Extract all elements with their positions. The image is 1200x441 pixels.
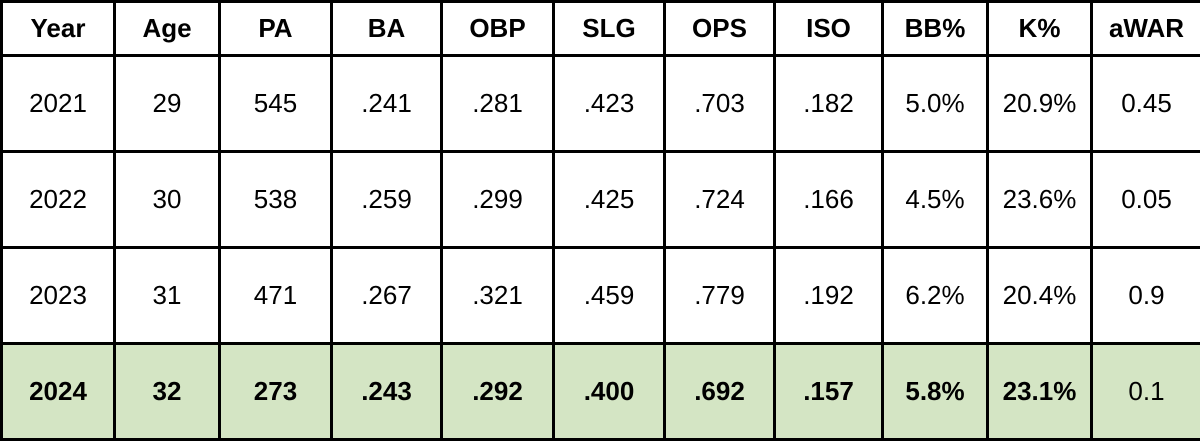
table-cell: .459 — [554, 248, 665, 344]
table-cell: .192 — [775, 248, 883, 344]
table-cell: 6.2% — [883, 248, 988, 344]
table-cell: .692 — [665, 344, 775, 440]
table-cell: 538 — [220, 152, 332, 248]
column-header: Year — [2, 2, 115, 56]
table-cell: .182 — [775, 56, 883, 152]
table-cell: .779 — [665, 248, 775, 344]
table-cell: .703 — [665, 56, 775, 152]
table-cell: .400 — [554, 344, 665, 440]
table-cell: .724 — [665, 152, 775, 248]
table-cell: 4.5% — [883, 152, 988, 248]
table-cell: 31 — [115, 248, 220, 344]
table-cell: 23.1% — [988, 344, 1092, 440]
table-cell: .423 — [554, 56, 665, 152]
table-cell: 30 — [115, 152, 220, 248]
column-header: BA — [332, 2, 442, 56]
table-cell: .241 — [332, 56, 442, 152]
table-cell: 32 — [115, 344, 220, 440]
column-header: BB% — [883, 2, 988, 56]
table-cell: .292 — [442, 344, 554, 440]
table-cell: 2024 — [2, 344, 115, 440]
table-cell: 0.45 — [1092, 56, 1200, 152]
table-cell: 0.1 — [1092, 344, 1200, 440]
table-cell: .321 — [442, 248, 554, 344]
table-cell: .281 — [442, 56, 554, 152]
table-cell: .267 — [332, 248, 442, 344]
table-cell: 0.05 — [1092, 152, 1200, 248]
table-cell: 2021 — [2, 56, 115, 152]
table-cell: 20.9% — [988, 56, 1092, 152]
table-cell: 29 — [115, 56, 220, 152]
column-header: OBP — [442, 2, 554, 56]
table-cell: 273 — [220, 344, 332, 440]
column-header: OPS — [665, 2, 775, 56]
column-header: aWAR — [1092, 2, 1200, 56]
table-cell: .425 — [554, 152, 665, 248]
table-cell: .259 — [332, 152, 442, 248]
column-header: PA — [220, 2, 332, 56]
table-cell: .157 — [775, 344, 883, 440]
table-cell: 2023 — [2, 248, 115, 344]
table-cell: 20.4% — [988, 248, 1092, 344]
column-header: SLG — [554, 2, 665, 56]
table-cell: 471 — [220, 248, 332, 344]
table-cell: .299 — [442, 152, 554, 248]
column-header: K% — [988, 2, 1092, 56]
table-cell: 0.9 — [1092, 248, 1200, 344]
table-cell: .166 — [775, 152, 883, 248]
table-cell: 545 — [220, 56, 332, 152]
table-cell: 5.0% — [883, 56, 988, 152]
table-cell: .243 — [332, 344, 442, 440]
table-cell: 5.8% — [883, 344, 988, 440]
table-cell: 2022 — [2, 152, 115, 248]
table-cell: 23.6% — [988, 152, 1092, 248]
column-header: Age — [115, 2, 220, 56]
column-header: ISO — [775, 2, 883, 56]
